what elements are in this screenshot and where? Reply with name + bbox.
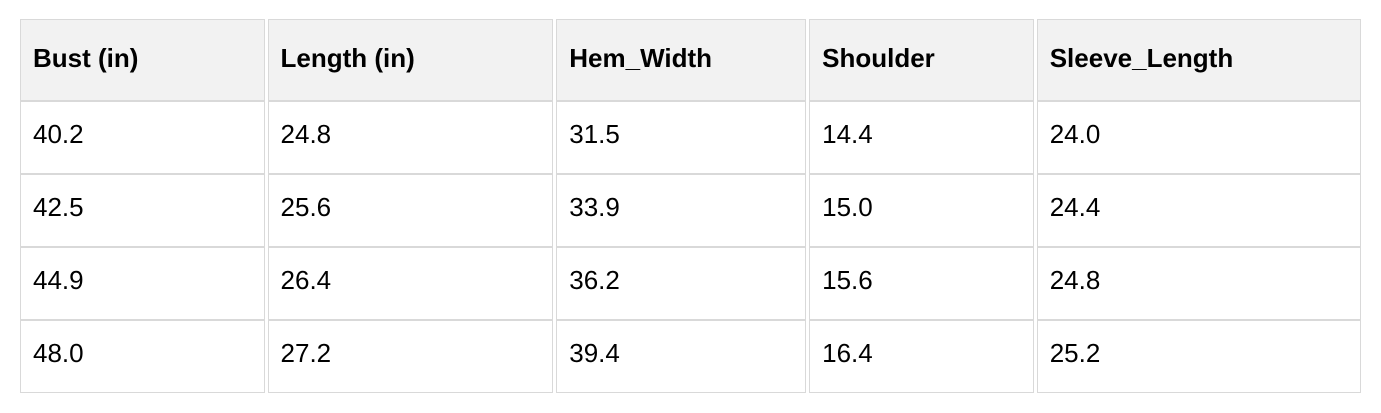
cell-shoulder: 16.4 [809,320,1034,393]
cell-length: 24.8 [267,101,554,174]
cell-hem-width: 31.5 [556,101,807,174]
cell-shoulder: 14.4 [809,101,1034,174]
cell-sleeve-length: 24.4 [1036,174,1361,247]
cell-sleeve-length: 24.8 [1036,247,1361,320]
cell-sleeve-length: 24.0 [1036,101,1361,174]
measurements-table: Bust (in) Length (in) Hem_Width Shoulder… [17,19,1364,393]
cell-length: 26.4 [267,247,554,320]
cell-sleeve-length: 25.2 [1036,320,1361,393]
cell-bust: 42.5 [20,174,265,247]
cell-bust: 44.9 [20,247,265,320]
table-row: 40.2 24.8 31.5 14.4 24.0 [20,101,1361,174]
cell-shoulder: 15.6 [809,247,1034,320]
cell-length: 25.6 [267,174,554,247]
column-header-sleeve-length: Sleeve_Length [1036,19,1361,101]
cell-shoulder: 15.0 [809,174,1034,247]
cell-bust: 48.0 [20,320,265,393]
cell-bust: 40.2 [20,101,265,174]
cell-hem-width: 39.4 [556,320,807,393]
table-row: 48.0 27.2 39.4 16.4 25.2 [20,320,1361,393]
table-row: 42.5 25.6 33.9 15.0 24.4 [20,174,1361,247]
column-header-hem-width: Hem_Width [556,19,807,101]
cell-hem-width: 36.2 [556,247,807,320]
cell-length: 27.2 [267,320,554,393]
column-header-length: Length (in) [267,19,554,101]
table-row: 44.9 26.4 36.2 15.6 24.8 [20,247,1361,320]
column-header-shoulder: Shoulder [809,19,1034,101]
header-row: Bust (in) Length (in) Hem_Width Shoulder… [20,19,1361,101]
cell-hem-width: 33.9 [556,174,807,247]
column-header-bust: Bust (in) [20,19,265,101]
